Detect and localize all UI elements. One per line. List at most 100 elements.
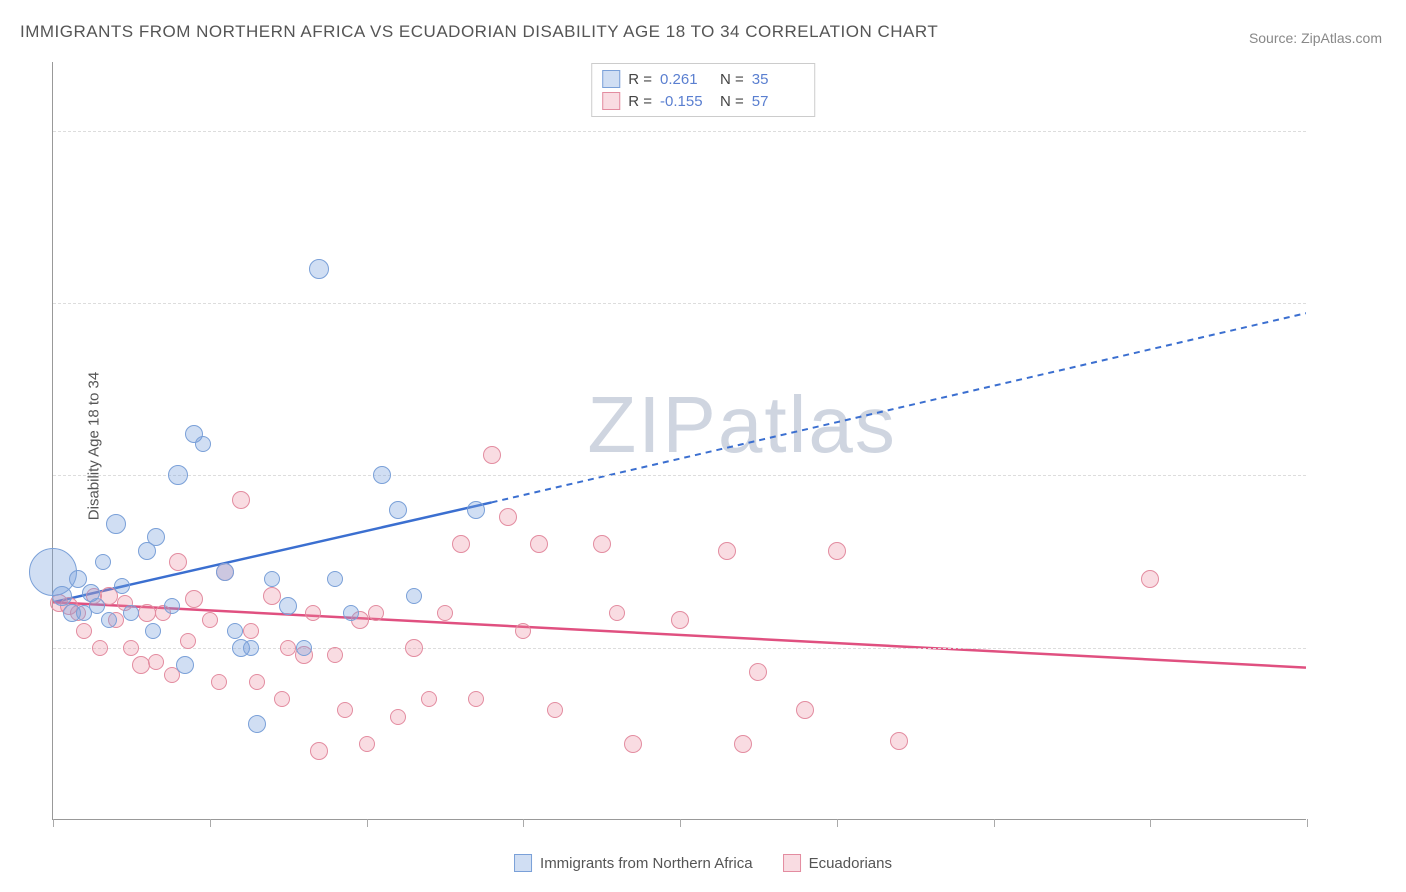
x-tick <box>367 819 368 827</box>
data-point-b <box>185 590 203 608</box>
watermark-zip: ZIP <box>587 380 717 469</box>
n-value: 57 <box>752 93 804 110</box>
x-tick <box>994 819 995 827</box>
data-point-b <box>337 702 353 718</box>
data-point-b <box>1141 570 1159 588</box>
data-point-a <box>145 623 161 639</box>
data-point-a <box>406 588 422 604</box>
data-point-b <box>305 605 321 621</box>
data-point-b <box>671 611 689 629</box>
legend-label-b: Ecuadorians <box>809 855 892 872</box>
legend-item-a: Immigrants from Northern Africa <box>514 854 753 872</box>
x-tick <box>1150 819 1151 827</box>
data-point-a <box>168 465 188 485</box>
data-point-a <box>467 501 485 519</box>
r-label: R = <box>628 71 652 88</box>
data-point-a <box>106 514 126 534</box>
data-point-a <box>101 612 117 628</box>
x-tick <box>53 819 54 827</box>
x-tick <box>210 819 211 827</box>
trend-line-a-dashed <box>492 313 1306 502</box>
data-point-b <box>232 491 250 509</box>
gridline-h <box>53 475 1306 476</box>
data-point-b <box>169 553 187 571</box>
legend-swatch-a <box>602 70 620 88</box>
data-point-a <box>343 605 359 621</box>
legend-row-series-b: R = -0.155 N = 57 <box>602 90 804 112</box>
data-point-a <box>279 597 297 615</box>
data-point-b <box>327 647 343 663</box>
data-point-b <box>132 656 150 674</box>
trend-lines-svg <box>53 62 1306 819</box>
data-point-a <box>147 528 165 546</box>
data-point-b <box>734 735 752 753</box>
chart-title: IMMIGRANTS FROM NORTHERN AFRICA VS ECUAD… <box>20 22 938 42</box>
data-point-b <box>499 508 517 526</box>
x-tick <box>1307 819 1308 827</box>
gridline-h <box>53 131 1306 132</box>
data-point-b <box>718 542 736 560</box>
data-point-a <box>389 501 407 519</box>
data-point-b <box>421 691 437 707</box>
data-point-b <box>76 623 92 639</box>
data-point-b <box>593 535 611 553</box>
data-point-b <box>180 633 196 649</box>
data-point-b <box>405 639 423 657</box>
r-value: -0.155 <box>660 93 712 110</box>
data-point-a <box>296 640 312 656</box>
data-point-b <box>249 674 265 690</box>
watermark: ZIPatlas <box>587 379 896 471</box>
legend-label-a: Immigrants from Northern Africa <box>540 855 753 872</box>
plot-area: ZIPatlas <box>52 62 1306 820</box>
data-point-b <box>202 612 218 628</box>
legend-row-series-a: R = 0.261 N = 35 <box>602 68 804 90</box>
data-point-a <box>195 436 211 452</box>
data-point-a <box>264 571 280 587</box>
data-point-b <box>368 605 384 621</box>
legend-swatch-b <box>783 854 801 872</box>
n-label: N = <box>720 71 744 88</box>
r-value: 0.261 <box>660 71 712 88</box>
data-point-a <box>373 466 391 484</box>
data-point-a <box>89 598 105 614</box>
data-point-a <box>327 571 343 587</box>
data-point-a <box>123 605 139 621</box>
data-point-b <box>310 742 328 760</box>
data-point-b <box>274 691 290 707</box>
data-point-b <box>437 605 453 621</box>
data-point-b <box>138 604 156 622</box>
r-label: R = <box>628 93 652 110</box>
legend-series: Immigrants from Northern Africa Ecuadori… <box>514 854 892 872</box>
data-point-b <box>515 623 531 639</box>
x-tick <box>680 819 681 827</box>
data-point-b <box>359 736 375 752</box>
data-point-b <box>243 623 259 639</box>
legend-swatch-a <box>514 854 532 872</box>
data-point-b <box>749 663 767 681</box>
data-point-a <box>309 259 329 279</box>
data-point-a <box>95 554 111 570</box>
data-point-b <box>483 446 501 464</box>
x-tick <box>837 819 838 827</box>
legend-correlation: R = 0.261 N = 35 R = -0.155 N = 57 <box>591 63 815 117</box>
gridline-h <box>53 303 1306 304</box>
data-point-b <box>828 542 846 560</box>
data-point-a <box>52 586 72 606</box>
source-label: Source: ZipAtlas.com <box>1249 30 1382 46</box>
n-value: 35 <box>752 71 804 88</box>
x-tick <box>523 819 524 827</box>
data-point-a <box>227 623 243 639</box>
data-point-b <box>92 640 108 656</box>
data-point-b <box>796 701 814 719</box>
data-point-a <box>114 578 130 594</box>
data-point-b <box>390 709 406 725</box>
watermark-atlas: atlas <box>718 380 897 469</box>
data-point-b <box>609 605 625 621</box>
n-label: N = <box>720 93 744 110</box>
data-point-b <box>452 535 470 553</box>
data-point-a <box>176 656 194 674</box>
data-point-a <box>248 715 266 733</box>
data-point-b <box>530 535 548 553</box>
legend-swatch-b <box>602 92 620 110</box>
legend-item-b: Ecuadorians <box>783 854 892 872</box>
